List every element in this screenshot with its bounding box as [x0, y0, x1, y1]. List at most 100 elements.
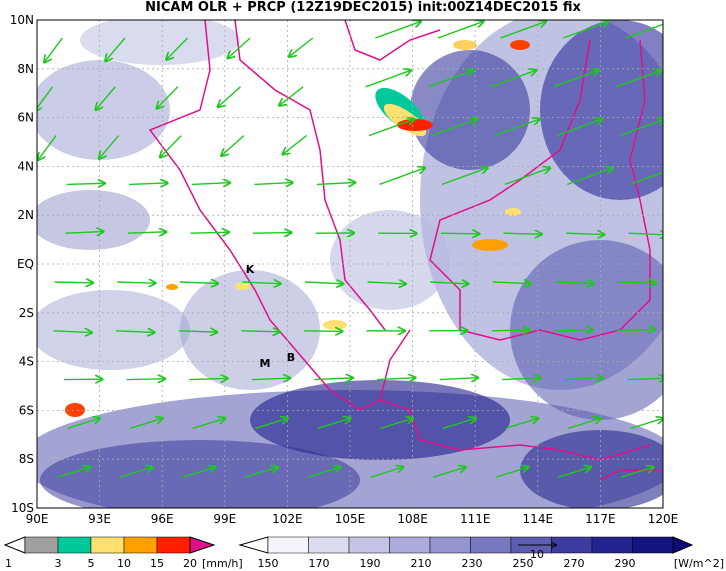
lon-label: 90E	[26, 512, 49, 526]
wind-arrow	[189, 378, 227, 379]
olr-swatch	[470, 536, 512, 554]
olr-label: 210	[411, 557, 432, 570]
wind-arrow	[370, 467, 402, 478]
wind-arrow	[167, 37, 189, 59]
wind-arrow	[558, 467, 590, 478]
wind-arrow	[54, 282, 93, 283]
olr-swatch	[348, 536, 390, 554]
wind-arrow	[119, 467, 152, 478]
wind-arrow	[96, 86, 116, 110]
wind-arrow	[566, 233, 604, 234]
lon-label: 111E	[460, 512, 491, 526]
wind-arrow	[555, 282, 593, 283]
lat-label: 8S	[19, 452, 34, 466]
olr-label: 230	[462, 557, 483, 570]
lon-label: 108E	[397, 512, 428, 526]
wind-arrow	[179, 282, 218, 283]
wind-arrow	[116, 331, 154, 333]
wind-arrow	[553, 70, 598, 88]
wind-arrow	[562, 22, 608, 39]
lat-label: 2S	[19, 306, 34, 320]
vector-reference-label: 10	[530, 548, 544, 561]
wind-arrow	[628, 233, 663, 235]
wind-arrow	[99, 135, 120, 159]
station-marker: B	[287, 351, 295, 364]
olr-label: 250	[513, 557, 534, 570]
lat-label: 4N	[17, 159, 34, 173]
lon-label: 114E	[523, 512, 554, 526]
wind-arrow	[192, 418, 224, 430]
map-title: NICAM OLR + PRCP (12Z19DEC2015) init:00Z…	[145, 0, 581, 15]
wind-arrow	[428, 70, 473, 88]
olr-swatch	[672, 536, 694, 554]
wind-arrow	[53, 331, 92, 333]
lat-label: 6N	[17, 111, 34, 125]
lat-label: 8N	[17, 62, 34, 76]
wind-arrow	[317, 418, 350, 430]
wind-arrow	[379, 168, 425, 186]
wind-arrow	[241, 331, 279, 332]
wind-arrow	[375, 22, 420, 39]
wind-arrow	[253, 233, 291, 234]
olr-swatch	[591, 536, 633, 554]
precip-swatch	[57, 536, 92, 554]
olr-label: 170	[309, 557, 330, 570]
wind-arrow	[437, 22, 483, 39]
olr-swatch	[267, 536, 309, 554]
wind-arrow	[289, 37, 314, 57]
wind-arrow	[567, 418, 600, 430]
precip-label: 5	[88, 557, 95, 570]
wind-arrow	[500, 22, 546, 39]
olr-label: 270	[564, 557, 585, 570]
precip-label: 3	[55, 557, 62, 570]
wind-arrow	[57, 467, 89, 478]
wind-arrow	[431, 119, 477, 137]
lat-label: 10S	[11, 501, 34, 515]
olr-clouds	[37, 20, 663, 508]
wind-arrow	[556, 119, 602, 137]
precip-label: 1	[5, 557, 12, 570]
graticule	[37, 20, 663, 508]
wind-arrow	[254, 418, 287, 430]
wind-arrow	[307, 467, 340, 478]
wind-arrow	[615, 70, 661, 88]
wind-arrow	[554, 330, 592, 331]
wind-arrow	[191, 183, 230, 185]
map-area	[37, 20, 663, 508]
wind-arrow	[367, 282, 406, 284]
precip-swatch	[3, 536, 26, 554]
wind-arrow	[567, 168, 612, 186]
wind-arrow	[283, 135, 307, 155]
wind-arrow	[65, 232, 103, 234]
precip-unit: [mm/h]	[202, 557, 243, 570]
wind-arrow	[442, 418, 475, 430]
wind-arrow	[380, 418, 412, 430]
lon-label: 93E	[88, 512, 111, 526]
wind-arrow	[432, 467, 465, 478]
precip-swatch	[24, 536, 59, 554]
wind-arrow	[37, 86, 54, 111]
wind-arrow	[564, 378, 603, 380]
lon-label: 105E	[335, 512, 366, 526]
wind-arrow	[505, 418, 537, 430]
wind-arrow	[616, 329, 655, 330]
olr-swatch	[389, 536, 431, 554]
lat-label: EQ	[17, 257, 34, 271]
wind-arrow	[430, 282, 468, 284]
olr-swatch	[308, 536, 350, 554]
wind-arrow	[218, 86, 241, 107]
olr-swatch	[429, 536, 471, 554]
olr-unit: [W/m^2]	[674, 557, 724, 570]
wind-arrow	[629, 171, 663, 186]
precip-label: 20	[183, 557, 197, 570]
wind-vectors	[37, 22, 663, 478]
wind-arrow	[617, 282, 656, 283]
wind-arrow	[178, 331, 217, 332]
wind-arrow	[251, 378, 290, 380]
wind-arrow	[129, 183, 167, 184]
precip-swatch	[123, 536, 158, 554]
wind-arrow	[190, 232, 228, 233]
olr-swatch	[632, 536, 674, 554]
wind-arrow	[182, 467, 215, 478]
precip-label: 15	[150, 557, 164, 570]
